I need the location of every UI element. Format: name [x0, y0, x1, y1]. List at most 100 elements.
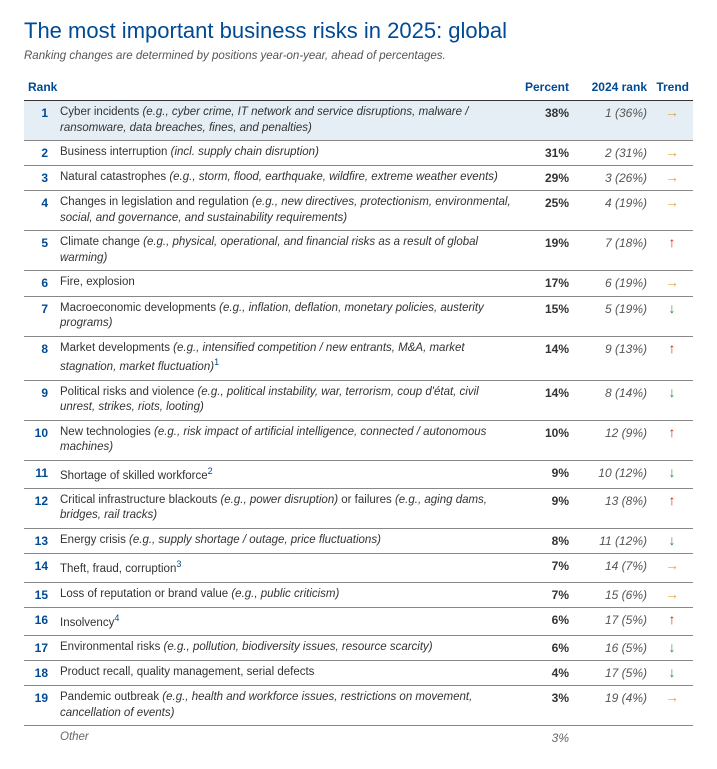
th-prev: 2024 rank [573, 76, 651, 101]
table-row: 3 Natural catastrophes (e.g., storm, floo… [24, 166, 693, 191]
other-label: Other [56, 726, 517, 751]
percent-cell: 10% [517, 420, 573, 460]
rank-cell: 8 [24, 336, 56, 380]
prev-rank-cell: 19 (4%) [573, 686, 651, 726]
risk-tail: or failures [338, 494, 395, 506]
percent-cell: 14% [517, 336, 573, 380]
trend-arrow-icon: ↓ [651, 661, 693, 686]
percent-cell: 3% [517, 686, 573, 726]
table-row: 9Political risks and violence (e.g., pol… [24, 380, 693, 420]
table-row: 19Pandemic outbreak (e.g., health and wo… [24, 686, 693, 726]
risk-name: Energy crisis [60, 534, 126, 546]
risk-name: Market developments [60, 342, 170, 354]
trend-arrow-icon: ↑ [651, 336, 693, 380]
percent-cell: 14% [517, 380, 573, 420]
trend-arrow-icon: ↑ [651, 231, 693, 271]
risk-name: New technologies [60, 426, 151, 438]
percent-cell: 6% [517, 636, 573, 661]
risk-name: Natural catastrophes [60, 171, 166, 183]
risk-name: Product recall, quality management, seri… [60, 666, 314, 678]
table-row: 17Environmental risks (e.g., pollution, … [24, 636, 693, 661]
rank-cell: 3 [24, 166, 56, 191]
rank-cell: 1 [24, 101, 56, 141]
risk-name: Pandemic outbreak [60, 691, 159, 703]
prev-rank-cell: 4 (19%) [573, 191, 651, 231]
risk-name: Theft, fraud, corruption [60, 563, 176, 575]
risk-name: Shortage of skilled workforce [60, 469, 208, 481]
desc-cell: New technologies (e.g., risk impact of a… [56, 420, 517, 460]
other-pct: 3% [517, 726, 573, 751]
table-row: 13Energy crisis (e.g., supply shortage /… [24, 528, 693, 553]
table-row: 5Climate change (e.g., physical, operati… [24, 231, 693, 271]
trend-arrow-icon: → [651, 101, 693, 141]
percent-cell: 19% [517, 231, 573, 271]
table-header-row: Rank Percent 2024 rank Trend [24, 76, 693, 101]
prev-rank-cell: 12 (9%) [573, 420, 651, 460]
risk-name: Cyber incidents [60, 106, 139, 118]
risk-example: (e.g., supply shortage / outage, price f… [129, 534, 381, 546]
prev-rank-cell: 8 (14%) [573, 380, 651, 420]
prev-rank-cell: 5 (19%) [573, 296, 651, 336]
trend-arrow-icon: → [651, 271, 693, 296]
th-percent: Percent [517, 76, 573, 101]
prev-rank-cell: 14 (7%) [573, 554, 651, 582]
table-row: 1Cyber incidents (e.g., cyber crime, IT … [24, 101, 693, 141]
desc-cell: Macroeconomic developments (e.g., inflat… [56, 296, 517, 336]
rank-cell: 11 [24, 460, 56, 488]
rank-cell: 17 [24, 636, 56, 661]
trend-arrow-icon: ↓ [651, 636, 693, 661]
percent-cell: 9% [517, 488, 573, 528]
table-row: 8Market developments (e.g., intensified … [24, 336, 693, 380]
risk-name: Fire, explosion [60, 276, 135, 288]
risk-example: (e.g., storm, flood, earthquake, wildfir… [169, 171, 498, 183]
trend-arrow-icon: → [651, 554, 693, 582]
risk-name: Business interruption [60, 146, 167, 158]
prev-rank-cell: 1 (36%) [573, 101, 651, 141]
trend-arrow-icon: ↑ [651, 607, 693, 635]
risk-example: (incl. supply chain disruption) [171, 146, 319, 158]
trend-arrow-icon: ↓ [651, 460, 693, 488]
footnote-ref: 1 [214, 357, 219, 367]
page-subtitle: Ranking changes are determined by positi… [24, 50, 693, 62]
desc-cell: Pandemic outbreak (e.g., health and work… [56, 686, 517, 726]
trend-arrow-icon: → [651, 582, 693, 607]
risk-example: (e.g., pollution, biodiversity issues, r… [164, 641, 433, 653]
table-row: 4Changes in legislation and regulation (… [24, 191, 693, 231]
desc-cell: Product recall, quality management, seri… [56, 661, 517, 686]
prev-rank-cell: 7 (18%) [573, 231, 651, 271]
footnote-ref: 2 [208, 466, 213, 476]
trend-arrow-icon: ↑ [651, 488, 693, 528]
table-row: 15Loss of reputation or brand value (e.g… [24, 582, 693, 607]
percent-cell: 7% [517, 554, 573, 582]
th-trend: Trend [651, 76, 693, 101]
prev-rank-cell: 3 (26%) [573, 166, 651, 191]
trend-arrow-icon: ↓ [651, 528, 693, 553]
percent-cell: 29% [517, 166, 573, 191]
risk-example: (e.g., public criticism) [231, 588, 339, 600]
prev-rank-cell: 16 (5%) [573, 636, 651, 661]
rank-cell: 5 [24, 231, 56, 271]
rank-cell: 4 [24, 191, 56, 231]
table-row: 10New technologies (e.g., risk impact of… [24, 420, 693, 460]
percent-cell: 4% [517, 661, 573, 686]
other-row: Other3% [24, 726, 693, 751]
percent-cell: 38% [517, 101, 573, 141]
percent-cell: 15% [517, 296, 573, 336]
percent-cell: 17% [517, 271, 573, 296]
risk-name: Political risks and violence [60, 386, 194, 398]
rank-cell: 7 [24, 296, 56, 336]
prev-rank-cell: 13 (8%) [573, 488, 651, 528]
trend-arrow-icon: → [651, 166, 693, 191]
desc-cell: Cyber incidents (e.g., cyber crime, IT n… [56, 101, 517, 141]
trend-arrow-icon: → [651, 191, 693, 231]
prev-rank-cell: 9 (13%) [573, 336, 651, 380]
rank-cell: 12 [24, 488, 56, 528]
table-row: 16Insolvency46%17 (5%)↑ [24, 607, 693, 635]
prev-rank-cell: 10 (12%) [573, 460, 651, 488]
prev-rank-cell: 6 (19%) [573, 271, 651, 296]
table-row: 11Shortage of skilled workforce29%10 (12… [24, 460, 693, 488]
desc-cell: Changes in legislation and regulation (e… [56, 191, 517, 231]
prev-rank-cell: 17 (5%) [573, 607, 651, 635]
desc-cell: Environmental risks (e.g., pollution, bi… [56, 636, 517, 661]
th-rank: Rank [24, 76, 517, 101]
